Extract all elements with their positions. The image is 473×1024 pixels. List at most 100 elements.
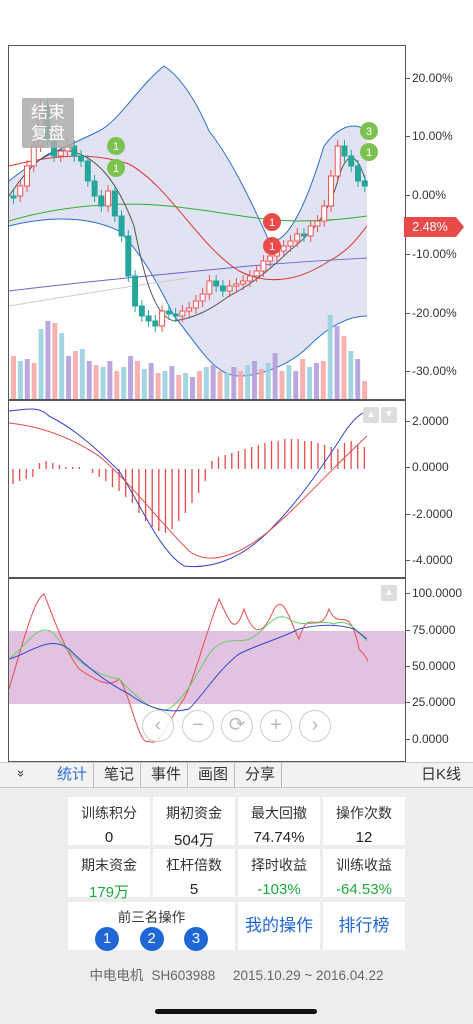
volume-bar <box>86 361 92 399</box>
rank-1-button[interactable]: 1 <box>95 927 120 951</box>
rank-3-button[interactable]: 3 <box>183 927 208 951</box>
candle-body <box>152 320 159 327</box>
zoom-in-button[interactable]: + <box>260 710 292 742</box>
zoom-out-button[interactable]: − <box>182 710 214 742</box>
candle-body <box>199 293 206 302</box>
tab-draw[interactable]: 画图 <box>192 763 236 788</box>
collapse-icon[interactable]: » <box>14 769 30 778</box>
candle-body <box>10 195 17 199</box>
card-value: -103% <box>257 881 301 898</box>
final-funds-card: 期末资金 179万 <box>68 849 150 901</box>
volume-bar <box>203 367 209 399</box>
bottom-tab-bar: » 统计 笔记 事件 画图 分享 日K线 <box>0 762 473 788</box>
volume-bar <box>196 371 202 399</box>
candle-body <box>253 270 260 277</box>
volume-bar <box>286 365 292 399</box>
candle-body <box>348 155 355 167</box>
tab-notes[interactable]: 笔记 <box>98 763 142 788</box>
stock-info: 中电电机 SH603988 2015.10.29 ~ 2016.04.22 <box>0 964 473 984</box>
trade-marker-label: 1 <box>269 241 275 253</box>
volume-bar <box>141 369 147 399</box>
bollinger-lower-line <box>9 218 368 377</box>
macd-up-button[interactable]: ▲ <box>363 407 379 423</box>
kline-type-selector[interactable]: 日K线 <box>420 766 461 783</box>
ma-purple-line <box>9 257 368 292</box>
candle-body <box>260 260 267 272</box>
scroll-left-button[interactable]: ‹ <box>142 710 174 742</box>
candle-body <box>233 283 240 287</box>
scroll-right-button[interactable]: › <box>299 710 331 742</box>
trade-marker-label: 1 <box>113 163 119 175</box>
candle-body <box>24 165 31 187</box>
kdj-up-button[interactable]: ▲ <box>381 585 397 601</box>
trade-marker[interactable]: 1 <box>360 143 378 161</box>
candle-body <box>145 315 152 322</box>
my-ops-button[interactable]: 我的操作 <box>238 902 320 950</box>
volume-bar <box>327 315 333 399</box>
volume-bar <box>45 321 51 399</box>
volume-bar <box>148 363 154 399</box>
macd-panel[interactable]: ▲ ▼ 2.0000 0.0000 -2.0000 -4.0000 <box>0 400 473 578</box>
trade-marker[interactable]: 1 <box>107 137 125 155</box>
volume-bar <box>300 359 306 399</box>
candle-body <box>300 233 307 237</box>
end-replay-button[interactable]: 结束 复盘 <box>22 98 74 148</box>
trade-marker[interactable]: 1 <box>107 159 125 177</box>
candle-body <box>165 310 172 315</box>
axis-tick-label: 2.0000 <box>406 414 449 428</box>
candlestick-plot[interactable]: 1 1 1 1 3 1 结束 复盘 <box>8 45 405 400</box>
candle-body <box>179 310 186 317</box>
volume-bar <box>100 367 106 399</box>
volume-bar <box>176 375 182 399</box>
candle-body <box>186 307 193 312</box>
volume-bar <box>31 363 37 399</box>
trade-marker[interactable]: 1 <box>263 213 281 231</box>
candle-body <box>219 285 226 292</box>
volume-bar <box>362 381 368 399</box>
trade-marker[interactable]: 1 <box>263 237 281 255</box>
volume-bar <box>258 369 264 399</box>
kdj-panel[interactable]: ▲ 100.0000 75.0000 50.0000 25.0000 0.000… <box>0 578 473 762</box>
tab-events[interactable]: 事件 <box>145 763 189 788</box>
macd-down-button[interactable]: ▼ <box>381 407 397 423</box>
card-label: 操作次数 <box>336 805 392 821</box>
reset-zoom-button[interactable]: ⟳ <box>221 710 253 742</box>
card-label: 择时收益 <box>251 857 307 873</box>
leaderboard-button[interactable]: 排行榜 <box>323 902 405 950</box>
candle-body <box>91 180 98 197</box>
stock-name: 中电电机 <box>89 968 144 983</box>
kdj-j-line <box>9 593 368 743</box>
candle-body <box>280 245 287 252</box>
volume-bar <box>265 363 271 399</box>
training-return-card: 训练收益 -64.53% <box>323 849 405 898</box>
volume-bar <box>107 361 113 399</box>
candle-body <box>172 313 179 317</box>
tab-share[interactable]: 分享 <box>239 763 283 788</box>
volume-bar <box>245 365 251 399</box>
candle-body <box>125 235 132 277</box>
training-points-card: 训练积分 0 <box>68 797 150 846</box>
volume-bar <box>238 371 244 399</box>
candle-body <box>314 220 321 227</box>
max-drawdown-card: 最大回撤 74.74% <box>238 797 320 846</box>
candle-body <box>246 275 253 282</box>
current-price-tag: 2.48% <box>404 217 464 237</box>
volume-bar <box>320 361 326 399</box>
axis-tick-label: 0.00% <box>405 188 447 202</box>
initial-funds-card: 期初资金 504万 <box>153 797 235 849</box>
volume-bar <box>134 361 140 399</box>
macd-histogram <box>12 439 366 533</box>
axis-tick-label: 0.0000 <box>406 732 449 746</box>
macd-plot[interactable]: ▲ ▼ <box>8 400 405 578</box>
candle-body <box>334 145 341 177</box>
volume-bar <box>190 377 195 399</box>
main-chart-panel[interactable]: 1 1 1 1 3 1 结束 复盘 20.00% 10.00% 0.00% -10.00%… <box>0 45 473 400</box>
kdj-range-band <box>9 631 405 704</box>
volume-bar <box>162 371 168 399</box>
leverage-card: 杠杆倍数 5 <box>153 849 235 898</box>
rank-2-button[interactable]: 2 <box>139 927 164 951</box>
axis-tick-label: 75.0000 <box>405 623 456 637</box>
trade-marker[interactable]: 3 <box>360 122 378 140</box>
tab-stats[interactable]: 统计 <box>51 763 95 788</box>
macd-svg <box>9 408 368 568</box>
